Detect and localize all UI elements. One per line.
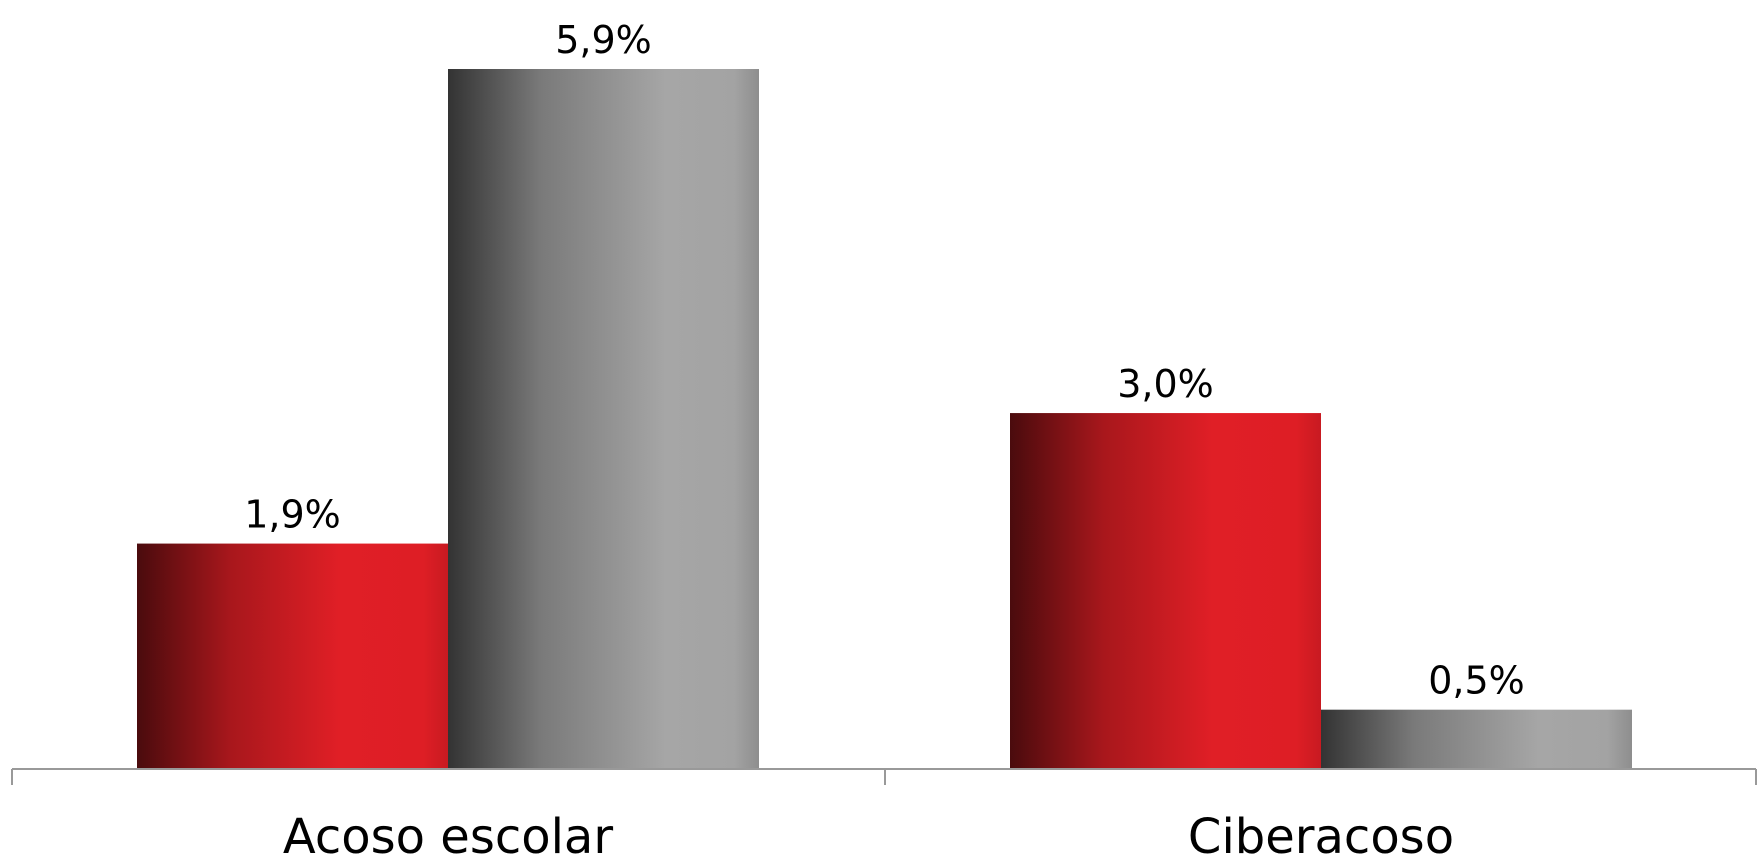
bar-red-1 <box>137 543 448 769</box>
bars-group <box>137 69 1632 769</box>
x-axis <box>11 768 1757 785</box>
category-label: Acoso escolar <box>283 809 613 861</box>
category-labels-group: Acoso escolar Ciberacoso <box>283 809 1454 861</box>
bar-red-2 <box>1010 413 1321 769</box>
value-labels-group: 1,9% 5,9% 3,0% 0,5% <box>244 18 1525 703</box>
data-label: 5,9% <box>555 18 652 62</box>
data-label: 3,0% <box>1117 362 1214 406</box>
bar-gray-2 <box>1321 709 1632 769</box>
data-label: 0,5% <box>1428 659 1525 703</box>
category-label: Ciberacoso <box>1188 809 1454 861</box>
data-label: 1,9% <box>244 493 341 537</box>
bar-gray-1 <box>448 69 759 769</box>
